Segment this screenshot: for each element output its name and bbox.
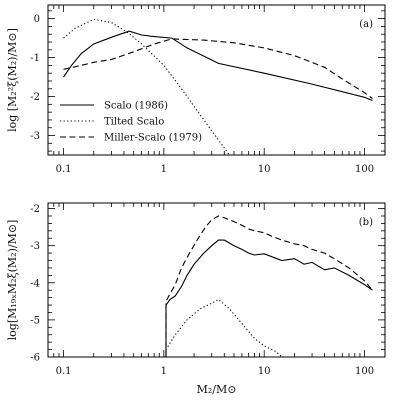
y-tick-label: -2: [30, 92, 40, 103]
y-tick-label: 0: [34, 14, 40, 25]
x-tick-label: 10: [258, 164, 271, 175]
legend-label: Miller-Scalo (1979): [104, 133, 202, 144]
series-line-miller-scalo-1979: [165, 215, 373, 357]
series-line-miller-scalo-1979: [63, 38, 373, 99]
x-tick-label: 1: [161, 164, 167, 175]
series-line-tilted-scalo: [63, 18, 230, 155]
y-tick-label: -6: [30, 353, 40, 364]
plot-frame-2: [47, 202, 386, 358]
legend-label: Tilted Scalo: [104, 117, 164, 128]
y-axis-label: log[M₁₉ₓM₂ξ(M₂)/M⊙]: [6, 220, 19, 341]
x-tick-label: 100: [355, 164, 374, 175]
panel-tag: (b): [359, 217, 373, 228]
x-tick-label: 10: [258, 366, 271, 377]
x-tick-label: 1: [161, 366, 167, 377]
x-axis-label: M₂/M⊙: [197, 383, 237, 396]
series-line-scalo-1986: [63, 30, 373, 102]
series-line-scalo-1986: [165, 239, 373, 357]
x-tick-label: 0.1: [56, 366, 72, 377]
y-tick-label: -4: [30, 278, 40, 289]
plot-frame-1: [47, 4, 386, 156]
series-line-tilted-scalo: [165, 298, 283, 357]
y-tick-label: -3: [30, 131, 40, 142]
x-tick-label: 0.1: [56, 164, 72, 175]
y-tick-label: -5: [30, 315, 40, 326]
y-axis-label: log [M₂²ξ(M₂)/M⊙]: [6, 28, 19, 132]
legend-label: Scalo (1986): [104, 101, 168, 112]
y-tick-label: -1: [30, 53, 40, 64]
y-tick-label: -3: [30, 241, 40, 252]
panel-tag: (a): [359, 19, 373, 30]
y-tick-label: -2: [30, 204, 40, 215]
x-tick-label: 100: [355, 366, 374, 377]
